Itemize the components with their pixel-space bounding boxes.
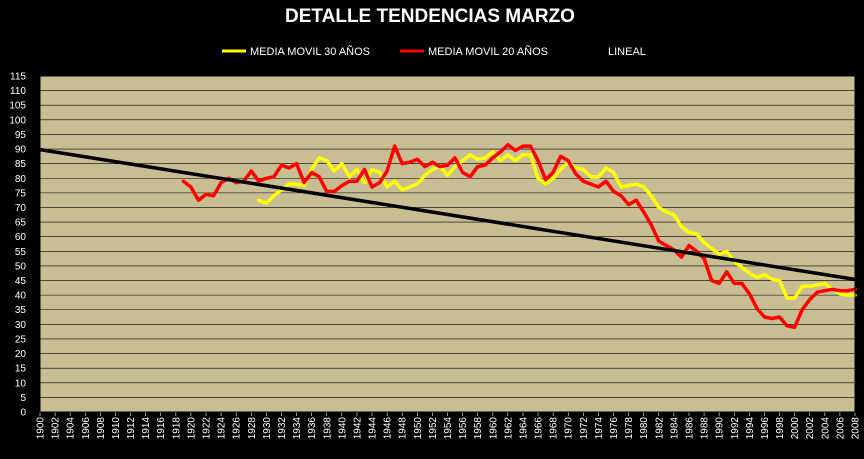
x-tick-label: 1908: [96, 417, 107, 440]
x-tick-label: 1938: [322, 417, 333, 440]
y-tick-label: 100: [9, 115, 26, 126]
x-tick-label: 1940: [337, 417, 348, 440]
series-group: [38, 142, 857, 330]
x-tick-label: 1998: [775, 417, 786, 440]
x-tick-label: 1924: [217, 417, 228, 440]
x-tick-label: 1912: [126, 417, 137, 440]
x-axis-ticks: 1900 1902 1904 1906 1908 1910 1912 1914 1916 1918…: [36, 412, 862, 439]
y-tick-label: 75: [15, 188, 27, 199]
y-tick-label: 55: [15, 247, 27, 258]
x-tick-label: 1986: [684, 417, 695, 440]
x-tick-label: 1964: [518, 417, 529, 440]
x-tick-label: 2008: [851, 417, 862, 440]
x-tick-label: 1950: [413, 417, 424, 440]
x-tick-label: 1992: [730, 417, 741, 440]
x-tick-label: 1982: [654, 417, 665, 440]
y-tick-label: 45: [15, 276, 27, 287]
x-tick-label: 1942: [352, 417, 363, 440]
x-tick-label: 1958: [473, 417, 484, 440]
x-tick-label: 1980: [639, 417, 650, 440]
y-tick-label: 25: [15, 334, 27, 345]
x-tick-label: 1902: [51, 417, 62, 440]
legend-label-series-1: MEDIA MOVIL 20 AÑOS: [428, 45, 548, 58]
x-tick-label: 1952: [428, 417, 439, 440]
legend-label-series-0: MEDIA MOVIL 30 AÑOS: [250, 45, 370, 58]
x-tick-label: 1990: [715, 417, 726, 440]
x-tick-label: 1948: [398, 417, 409, 440]
x-tick-label: 1934: [292, 417, 303, 440]
y-tick-label: 65: [15, 218, 27, 229]
x-tick-label: 1928: [247, 417, 258, 440]
x-tick-label: 1974: [594, 417, 605, 440]
y-tick-label: 10: [15, 378, 27, 389]
x-tick-label: 1914: [141, 417, 152, 440]
x-tick-label: 1984: [669, 417, 680, 440]
series-line-0: [257, 150, 857, 300]
series-line-2: [38, 147, 857, 282]
x-tick-label: 1994: [745, 417, 756, 440]
plot-border: [39, 75, 856, 413]
y-tick-label: 70: [15, 203, 27, 214]
x-tick-label: 1978: [624, 417, 635, 440]
x-tick-label: 1956: [458, 417, 469, 440]
y-tick-label: 50: [15, 261, 27, 272]
x-tick-label: 1946: [383, 417, 394, 440]
x-tick-label: 2006: [835, 417, 846, 440]
y-tick-label: 80: [15, 174, 27, 185]
x-tick-label: 1960: [488, 417, 499, 440]
x-tick-label: 1920: [186, 417, 197, 440]
x-tick-label: 1954: [443, 417, 454, 440]
x-tick-label: 1966: [534, 417, 545, 440]
plot-area: [40, 76, 855, 412]
x-tick-label: 1930: [262, 417, 273, 440]
y-tick-label: 110: [10, 86, 26, 97]
y-tick-label: 35: [15, 305, 27, 316]
x-tick-label: 1904: [66, 417, 77, 440]
x-tick-label: 1936: [307, 417, 318, 440]
x-tick-label: 1926: [232, 417, 243, 440]
x-tick-label: 1932: [277, 417, 288, 440]
series-line-1: [181, 142, 857, 330]
y-tick-label: 15: [15, 364, 27, 375]
y-tick-label: 30: [15, 320, 27, 331]
legend: MEDIA MOVIL 30 AÑOS MEDIA MOVIL 20 AÑOS …: [222, 45, 646, 58]
x-tick-label: 2000: [790, 417, 801, 440]
y-tick-label: 40: [15, 291, 27, 302]
y-tick-label: 0: [20, 408, 26, 419]
y-tick-label: 20: [15, 349, 27, 360]
y-tick-label: 90: [15, 145, 27, 156]
x-tick-label: 1968: [549, 417, 560, 440]
x-tick-label: 1988: [700, 417, 711, 440]
x-tick-label: 1972: [579, 417, 590, 440]
x-tick-label: 2002: [805, 417, 816, 440]
y-tick-label: 115: [10, 72, 26, 83]
x-tick-label: 1900: [36, 417, 47, 440]
x-tick-label: 2004: [820, 417, 831, 440]
x-tick-label: 1970: [564, 417, 575, 440]
y-tick-label: 60: [15, 232, 27, 243]
x-tick-label: 1910: [111, 417, 122, 440]
y-tick-label: 95: [15, 130, 27, 141]
x-tick-label: 1918: [171, 417, 182, 440]
x-tick-label: 1996: [760, 417, 771, 440]
legend-label-series-2: LINEAL: [608, 46, 646, 58]
x-tick-label: 1906: [81, 417, 92, 440]
y-tick-label: 105: [9, 101, 26, 112]
y-tick-label: 85: [15, 159, 27, 170]
y-axis-ticks: 0 5 10 15 20 25 30 35 40 45 50 55 60 65 70 75 80 85 90 95 10…: [9, 72, 26, 419]
x-tick-label: 1944: [368, 417, 379, 440]
x-tick-label: 1962: [503, 417, 514, 440]
x-tick-label: 1916: [156, 417, 167, 440]
x-tick-label: 1922: [202, 417, 213, 440]
chart-title: DETALLE TENDENCIAS MARZO: [285, 6, 575, 27]
x-tick-label: 1976: [609, 417, 620, 440]
y-tick-label: 5: [20, 393, 26, 404]
